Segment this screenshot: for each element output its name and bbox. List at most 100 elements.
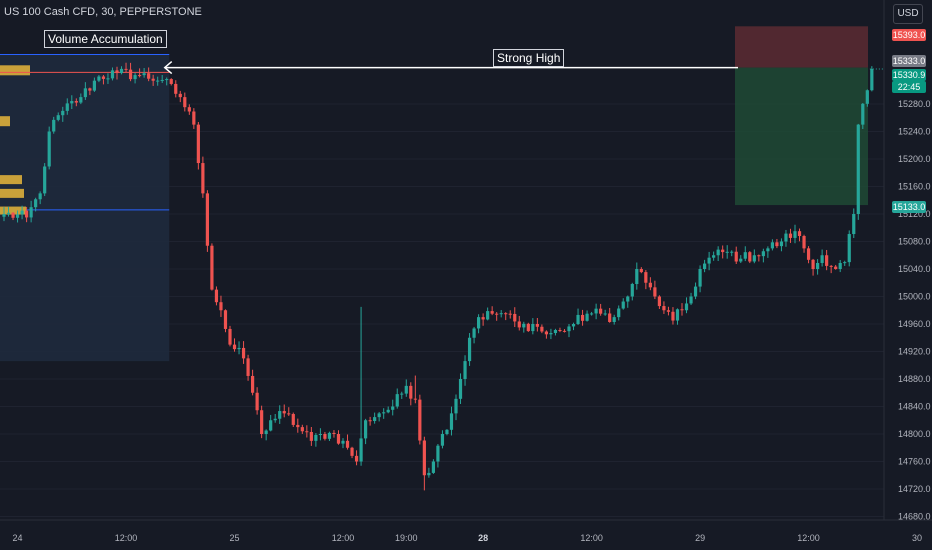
candle-body xyxy=(721,249,725,253)
candle xyxy=(535,317,539,332)
candle xyxy=(354,450,359,466)
candle-body xyxy=(300,427,304,432)
candle-body xyxy=(359,438,363,462)
candle-body xyxy=(133,75,137,80)
candle-body xyxy=(775,242,779,247)
candle-body xyxy=(6,212,11,214)
candle-body xyxy=(526,323,530,332)
candle xyxy=(92,77,96,92)
candle xyxy=(856,123,860,220)
candle-body xyxy=(314,434,318,441)
candle-body xyxy=(205,193,209,246)
candle-body xyxy=(680,309,684,311)
candle xyxy=(251,369,255,396)
last-price-tag: 15330.9 xyxy=(892,69,926,81)
candle-body xyxy=(612,317,616,322)
strong-high-label[interactable]: Strong High xyxy=(493,49,565,67)
candle xyxy=(603,309,607,316)
candle xyxy=(617,305,621,321)
candle xyxy=(418,394,422,445)
candle-body xyxy=(178,93,182,98)
candle xyxy=(829,264,833,274)
candle-body xyxy=(716,249,720,256)
candle xyxy=(409,382,413,406)
candle-body xyxy=(422,440,426,476)
candle xyxy=(187,104,191,115)
candle-body xyxy=(463,361,467,379)
candle-body xyxy=(653,287,657,297)
candle xyxy=(314,433,318,447)
candle-body xyxy=(703,263,707,269)
y-tick-label: 15200.0 xyxy=(898,154,931,164)
candle-body xyxy=(599,308,603,314)
candle xyxy=(743,246,747,262)
candle-body xyxy=(761,251,765,257)
y-axis-ticks: 15280.0 15240.0 15200.0 15160.0 15120.0 15080… xyxy=(898,99,931,522)
candle xyxy=(576,308,580,326)
y-tick-label: 15080.0 xyxy=(898,237,931,247)
candle-body xyxy=(431,461,435,473)
candle xyxy=(526,322,530,332)
candle xyxy=(11,212,15,221)
candle xyxy=(621,298,625,310)
candle xyxy=(734,246,738,265)
candle xyxy=(843,260,847,266)
candle xyxy=(648,277,652,291)
candle xyxy=(260,405,264,439)
candle-body xyxy=(752,255,756,262)
volume-accumulation-label[interactable]: Volume Accumulation xyxy=(44,30,167,48)
candle xyxy=(806,246,811,264)
candle-body xyxy=(816,262,820,269)
candle xyxy=(454,394,458,421)
y-tick-label: 14960.0 xyxy=(898,319,931,329)
symbol-title[interactable]: US 100 Cash CFD, 30, PEPPERSTONE xyxy=(4,6,202,18)
candle xyxy=(241,341,246,364)
candle xyxy=(255,387,259,415)
candle-body xyxy=(232,344,237,350)
candle-body xyxy=(187,107,191,112)
candle-body xyxy=(70,101,74,104)
candle xyxy=(865,89,869,107)
candle-body xyxy=(531,324,535,332)
candle-body xyxy=(269,420,273,431)
candle-body xyxy=(852,214,856,235)
candle-body xyxy=(11,212,15,218)
x-tick-label: 12:00 xyxy=(580,533,603,543)
candle xyxy=(228,325,232,347)
candle-body xyxy=(241,347,246,359)
candle-body xyxy=(788,233,793,238)
candle xyxy=(282,404,286,418)
candle xyxy=(644,270,648,290)
candle-body xyxy=(522,323,526,328)
candle-body xyxy=(119,68,124,74)
y-tick-label: 14720.0 xyxy=(898,484,931,494)
candle-body xyxy=(825,255,829,266)
candle xyxy=(721,245,725,259)
candle-body xyxy=(576,314,580,324)
candle xyxy=(693,282,698,300)
candle xyxy=(467,333,472,366)
candle xyxy=(870,66,874,92)
candle-body xyxy=(657,296,661,307)
currency-button[interactable]: USD xyxy=(893,4,923,24)
candle-body xyxy=(639,269,643,273)
candle-body xyxy=(404,385,408,394)
candle xyxy=(761,248,765,263)
candle xyxy=(522,321,526,333)
candle xyxy=(671,307,675,325)
candle-body xyxy=(38,193,42,200)
candle xyxy=(219,295,223,317)
candle-body xyxy=(495,313,499,315)
candle-body xyxy=(386,409,390,413)
candle xyxy=(499,310,503,318)
candle-body xyxy=(345,440,350,448)
candle xyxy=(730,250,734,257)
candle xyxy=(142,68,146,78)
candle xyxy=(779,238,784,252)
candle xyxy=(431,459,435,474)
candle-body xyxy=(47,131,51,167)
candle xyxy=(707,251,711,271)
